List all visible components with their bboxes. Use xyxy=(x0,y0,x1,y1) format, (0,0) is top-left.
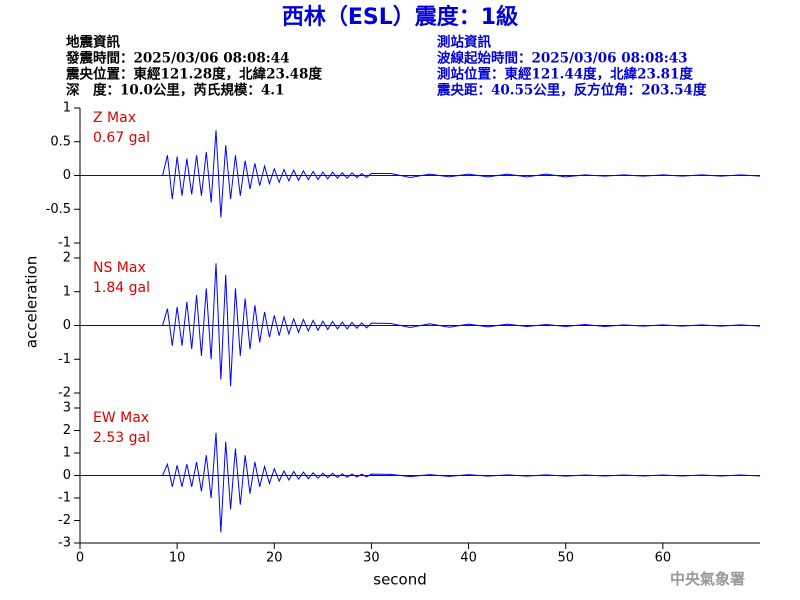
y-tick-label: 0.5 xyxy=(50,134,71,149)
y-tick-label: -1 xyxy=(58,491,71,506)
y-tick-label: 1 xyxy=(63,446,71,461)
info-right: 測站位置：東經121.44度，北緯23.81度 xyxy=(437,66,693,83)
x-tick-label: 20 xyxy=(266,551,283,566)
info-left: 震央位置：東經121.28度，北緯23.48度 xyxy=(65,66,322,83)
x-tick-label: 10 xyxy=(169,551,186,566)
y-tick-label: -2 xyxy=(58,386,71,401)
info-left: 發震時間：2025/03/06 08:08:44 xyxy=(65,50,290,67)
y-tick-label: 1 xyxy=(63,284,71,299)
y-tick-label: 0 xyxy=(63,318,71,333)
x-tick-label: 30 xyxy=(363,551,380,566)
y-tick-label: 3 xyxy=(63,401,71,416)
waveform xyxy=(80,432,761,533)
info-left: 深 度：10.0公里，芮氏規模：4.1 xyxy=(66,82,284,99)
y-tick-label: 1 xyxy=(63,101,71,116)
y-tick-label: -1 xyxy=(58,236,71,251)
title: 西林（ESL）震度：1級 xyxy=(282,4,518,30)
max-label: 2.53 gal xyxy=(93,430,150,446)
y-tick-label: -0.5 xyxy=(46,202,71,217)
component-label: Z Max xyxy=(93,110,136,126)
info-right: 波線起始時間：2025/03/06 08:08:43 xyxy=(437,50,688,67)
max-label: 0.67 gal xyxy=(93,130,150,146)
y-tick-label: -1 xyxy=(58,352,71,367)
x-tick-label: 0 xyxy=(76,551,84,566)
component-label: NS Max xyxy=(93,260,146,276)
waveform xyxy=(80,130,761,218)
y-tick-label: 2 xyxy=(63,423,71,438)
max-label: 1.84 gal xyxy=(93,280,150,296)
y-tick-label: -2 xyxy=(58,513,71,528)
x-tick-label: 40 xyxy=(460,551,477,566)
info-left: 地震資訊 xyxy=(66,34,120,51)
y-tick-label: -3 xyxy=(58,536,71,551)
info-right: 震央距：40.55公里，反方位角：203.54度 xyxy=(436,82,707,99)
y-tick-label: 0 xyxy=(63,168,71,183)
info-right: 測站資訊 xyxy=(437,34,491,51)
y-tick-label: 0 xyxy=(63,468,71,483)
x-tick-label: 60 xyxy=(655,551,672,566)
component-label: EW Max xyxy=(93,410,149,426)
x-axis-label: second xyxy=(373,571,427,589)
y-axis-label: acceleration xyxy=(23,256,41,348)
waveform xyxy=(80,263,761,387)
x-tick-label: 50 xyxy=(557,551,574,566)
y-tick-label: 2 xyxy=(63,251,71,266)
footer: 中央氣象署 xyxy=(670,570,745,588)
